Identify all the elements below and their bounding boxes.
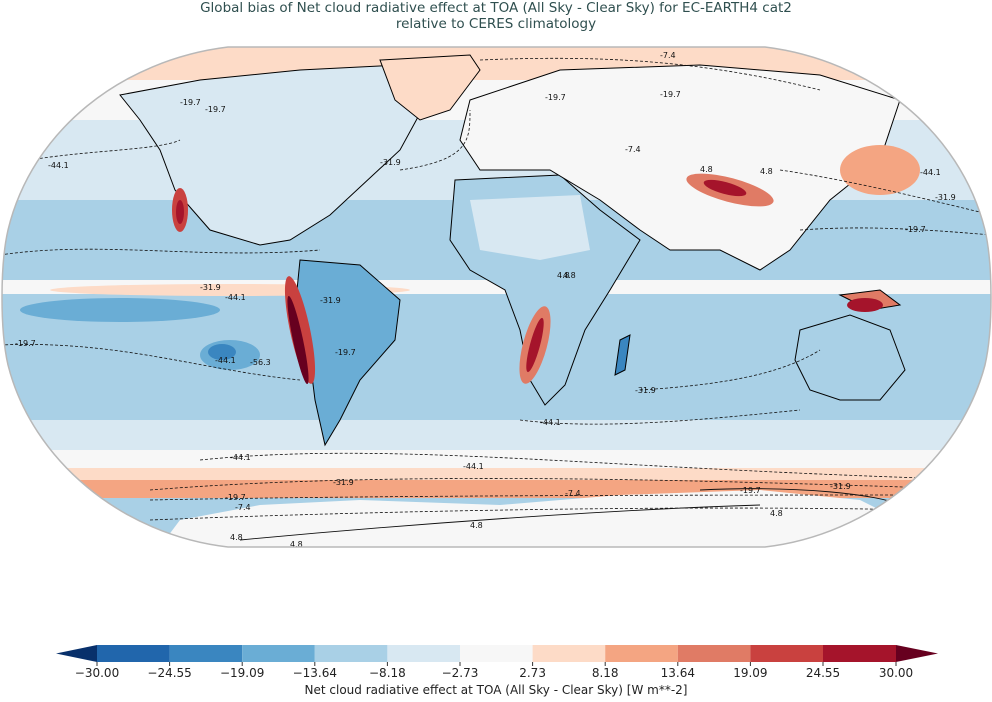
- svg-text:4.8: 4.8: [290, 540, 303, 549]
- colorbar-tick-label: 30.00: [878, 666, 914, 680]
- svg-text:4.8: 4.8: [557, 271, 570, 280]
- colorbar-tick-label: −2.73: [441, 666, 479, 680]
- svg-text:-31.9: -31.9: [830, 482, 851, 491]
- svg-text:-19.7: -19.7: [225, 493, 246, 502]
- svg-text:-31.9: -31.9: [380, 158, 401, 167]
- svg-text:-19.7: -19.7: [335, 348, 356, 357]
- svg-text:-7.4: -7.4: [625, 145, 641, 154]
- colorbar-tick-label: −13.64: [292, 666, 338, 680]
- colorbar-tick-label: −8.18: [369, 666, 406, 680]
- bias-field: -31.9 -44.1 -31.9 -31.9 -44.1 -56.3 -44.…: [2, 47, 991, 549]
- colorbar-extend-max: [896, 645, 938, 662]
- svg-text:-31.9: -31.9: [20, 111, 41, 120]
- title-line-2: relative to CERES climatology: [395, 16, 597, 32]
- svg-text:-7.4: -7.4: [565, 489, 581, 498]
- svg-text:4.8: 4.8: [760, 167, 773, 176]
- colorbar: [56, 645, 938, 666]
- colorbar-tick-label: 13.64: [660, 666, 695, 680]
- svg-text:-19.7: -19.7: [205, 105, 226, 114]
- robinson-map: -31.9 -44.1 -31.9 -31.9 -44.1 -56.3 -44.…: [1, 46, 992, 549]
- svg-text:-7.4: -7.4: [660, 51, 676, 60]
- svg-text:-19.7: -19.7: [905, 225, 926, 234]
- svg-text:4.8: 4.8: [563, 271, 576, 280]
- svg-text:-31.9: -31.9: [320, 296, 341, 305]
- title-line-1: Global bias of Net cloud radiative effec…: [200, 0, 792, 16]
- svg-text:-19.7: -19.7: [660, 90, 681, 99]
- colorbar-extend-min: [56, 645, 97, 662]
- contour-lines: [2, 57, 991, 521]
- map-outline: [1, 46, 992, 548]
- svg-text:4.8: 4.8: [470, 521, 483, 530]
- svg-text:-31.9: -31.9: [200, 283, 221, 292]
- svg-text:-19.7: -19.7: [545, 93, 566, 102]
- svg-text:-19.7: -19.7: [740, 486, 761, 495]
- svg-text:-44.1: -44.1: [920, 168, 941, 177]
- svg-text:4.8: 4.8: [770, 509, 783, 518]
- svg-text:-31.9: -31.9: [935, 193, 956, 202]
- svg-text:-44.1: -44.1: [230, 453, 251, 462]
- svg-text:-19.7: -19.7: [15, 339, 36, 348]
- svg-text:-7.4: -7.4: [235, 503, 251, 512]
- svg-text:4.8: 4.8: [230, 533, 243, 542]
- svg-text:-31.9: -31.9: [635, 386, 656, 395]
- svg-text:-31.9: -31.9: [333, 478, 354, 487]
- svg-text:-44.1: -44.1: [540, 418, 561, 427]
- svg-text:-44.1: -44.1: [48, 161, 69, 170]
- colorbar-tick-label: 24.55: [805, 666, 841, 680]
- figure-title: Global bias of Net cloud radiative effec…: [0, 0, 992, 32]
- colorbar-tick-label: −19.09: [219, 666, 265, 680]
- svg-text:-56.3: -56.3: [250, 358, 271, 367]
- colorbar-tick-label: 19.09: [733, 666, 768, 680]
- svg-text:-44.1: -44.1: [215, 356, 236, 365]
- colorbar-tick-label: 8.18: [591, 666, 619, 680]
- colorbar-tick-label: −30.00: [74, 666, 120, 680]
- colorbar-label: Net cloud radiative effect at TOA (All S…: [304, 683, 688, 697]
- svg-text:-44.1: -44.1: [225, 293, 246, 302]
- colorbar-tick-label: −24.55: [147, 666, 192, 680]
- svg-text:-44.1: -44.1: [463, 462, 484, 471]
- svg-text:4.8: 4.8: [700, 165, 713, 174]
- colorbar-tick-label: 2.73: [519, 666, 546, 680]
- svg-text:-19.7: -19.7: [180, 98, 201, 107]
